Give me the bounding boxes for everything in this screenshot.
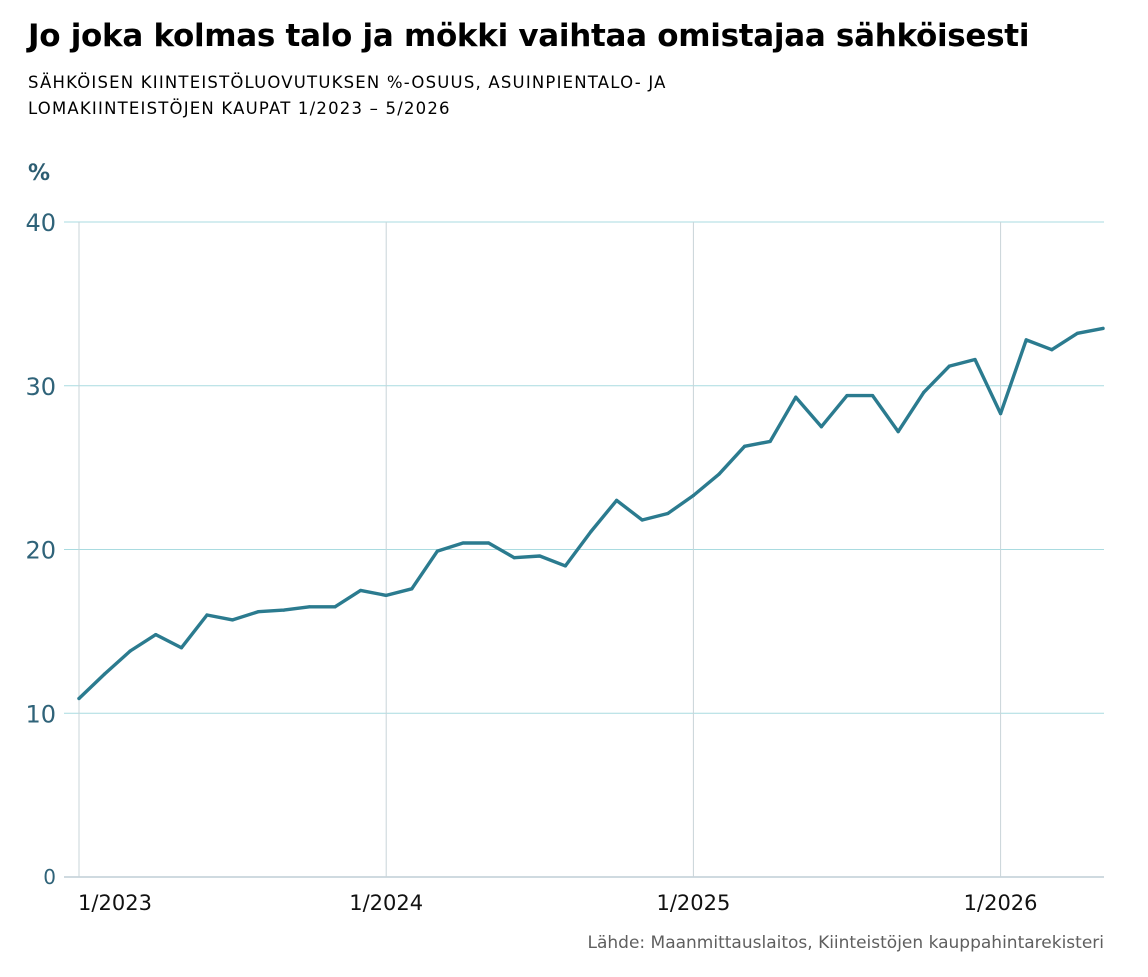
data-point-11/2025 (947, 364, 952, 368)
data-point-4/2026 (1075, 331, 1079, 335)
data-point-3/2024 (435, 549, 439, 553)
data-point-1/2024 (384, 593, 388, 597)
x-tick-label: 1/2024 (349, 891, 423, 915)
x-tick-label: 1/2023 (78, 891, 152, 915)
data-point-1/2023 (77, 696, 81, 701)
data-point-5/2025 (794, 395, 798, 399)
data-point-3/2023 (128, 649, 132, 653)
data-point-6/2025 (819, 425, 824, 429)
data-point-6/2023 (205, 613, 209, 617)
y-tick-label: 10 (25, 700, 56, 728)
series-line (77, 326, 1105, 701)
data-point-8/2025 (871, 393, 875, 398)
data-point-9/2025 (896, 430, 900, 434)
subtitle-line-2: LOMAKIINTEISTÖJEN KAUPAT 1/2023 – 5/2026 (28, 99, 451, 118)
data-point-3/2026 (1050, 348, 1054, 352)
data-point-4/2024 (461, 541, 465, 545)
x-tick-label: 1/2026 (964, 891, 1038, 915)
data-point-8/2024 (563, 564, 568, 568)
data-point-2/2025 (717, 472, 721, 476)
data-point-2/2024 (410, 587, 414, 591)
series-layer (77, 326, 1105, 701)
data-point-5/2026 (1101, 326, 1105, 331)
data-point-5/2023 (179, 646, 183, 650)
data-point-9/2024 (589, 529, 593, 534)
data-point-9/2023 (282, 608, 286, 612)
vertical-gridlines (78, 222, 1002, 877)
x-tick-label: 1/2025 (656, 891, 730, 915)
data-point-4/2025 (768, 439, 772, 444)
data-point-6/2024 (512, 556, 516, 560)
data-point-10/2024 (615, 498, 619, 502)
y-axis-tick-labels: 0 10 20 30 40 (25, 209, 56, 889)
data-point-2/2023 (103, 672, 107, 676)
data-point-5/2024 (487, 541, 491, 545)
data-point-4/2023 (154, 633, 158, 637)
data-point-12/2023 (359, 588, 363, 593)
data-point-1/2025 (691, 493, 696, 498)
y-tick-label: 30 (25, 373, 56, 401)
y-axis-unit-label: % (28, 161, 50, 186)
data-point-8/2023 (256, 610, 260, 614)
data-point-11/2024 (640, 518, 644, 522)
data-point-10/2025 (922, 390, 926, 394)
data-point-12/2025 (973, 357, 977, 362)
y-tick-label: 20 (25, 537, 56, 565)
data-point-3/2025 (743, 444, 747, 448)
horizontal-gridlines (64, 221, 1104, 878)
data-point-1/2026 (999, 411, 1003, 416)
data-point-2/2026 (1024, 338, 1028, 342)
data-point-10/2023 (307, 605, 311, 609)
y-tick-label: 0 (43, 865, 56, 889)
chart-title: Jo joka kolmas talo ja mökki vaihtaa omi… (28, 18, 1030, 54)
data-point-7/2025 (845, 393, 849, 398)
data-point-7/2024 (538, 554, 542, 558)
data-point-7/2023 (231, 618, 235, 622)
y-tick-label: 40 (25, 209, 56, 237)
subtitle-line-1: SÄHKÖISEN KIINTEISTÖLUOVUTUKSEN %-OSUUS,… (28, 73, 667, 92)
chart-subtitle: SÄHKÖISEN KIINTEISTÖLUOVUTUKSEN %-OSUUS,… (28, 70, 928, 122)
data-point-12/2024 (666, 511, 670, 516)
data-point-11/2023 (333, 605, 337, 609)
x-axis-tick-labels: 1/2023 1/2024 1/2025 1/2026 (78, 891, 1037, 915)
source-note: Lähde: Maanmittauslaitos, Kiinteistöjen … (587, 933, 1104, 953)
